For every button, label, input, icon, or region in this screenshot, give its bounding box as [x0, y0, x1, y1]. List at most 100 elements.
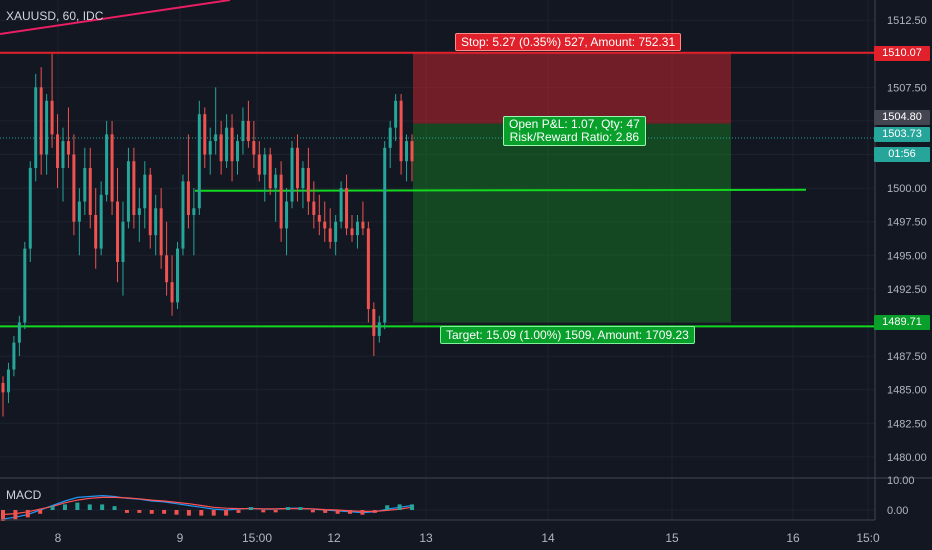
candle-body	[61, 141, 65, 168]
macd-histogram-bar	[13, 510, 18, 520]
macd-histogram-bar	[25, 510, 30, 518]
candle-body	[252, 141, 256, 155]
candle-body	[246, 120, 250, 142]
candle-body	[355, 221, 359, 236]
macd-histogram-bar	[397, 504, 402, 510]
open-pl-box[interactable]: Open P&L: 1.07, Qty: 47 Risk/Reward Rati…	[503, 116, 646, 146]
macd-histogram-bar	[372, 510, 377, 513]
macd-histogram-bar	[385, 505, 390, 510]
macd-histogram-bar	[310, 510, 315, 513]
macd-histogram-bar	[162, 510, 167, 514]
candle-body	[383, 147, 387, 323]
macd-histogram-bar	[50, 506, 55, 510]
candle-body	[39, 87, 43, 155]
current-price-tag: 1503.73	[874, 127, 930, 142]
candle-body	[257, 154, 261, 175]
candle-body	[6, 369, 10, 393]
position-zones	[413, 52, 731, 323]
risk-reward-text: Risk/Reward Ratio: 2.86	[509, 130, 640, 144]
target-zone	[413, 123, 731, 323]
target-label[interactable]: Target: 15.09 (1.00%) 1509, Amount: 1709…	[440, 326, 695, 344]
y-tick-label: 1485.00	[887, 385, 927, 397]
x-tick-label: 15	[665, 531, 679, 545]
candle-body	[208, 141, 212, 155]
candle-body	[263, 154, 267, 175]
candle-body	[203, 114, 207, 155]
candle-body	[350, 228, 354, 236]
candle-body	[285, 201, 289, 229]
macd-histogram-bar	[186, 510, 191, 516]
y-tick-label: 1480.00	[887, 452, 927, 464]
macd-histogram-bar	[248, 507, 253, 510]
candle-body	[334, 221, 338, 242]
x-tick-label: 13	[419, 531, 433, 545]
candle-body	[279, 174, 283, 229]
candle-body	[219, 134, 223, 162]
candle-body	[405, 141, 409, 162]
macd-histogram-bar	[112, 506, 117, 510]
trend-line	[0, 0, 231, 35]
candle-body	[45, 100, 49, 155]
candle-body	[94, 214, 98, 249]
candle-body	[181, 181, 185, 249]
macd-histogram-bar	[1, 510, 5, 521]
candle-body	[28, 167, 32, 249]
symbol-title: XAUUSD, 60, IDC	[6, 9, 104, 23]
stop-label[interactable]: Stop: 5.27 (0.35%) 527, Amount: 752.31	[455, 33, 682, 51]
candle-body	[317, 214, 321, 222]
macd-histogram-bar	[211, 510, 216, 516]
candle-body	[388, 127, 392, 148]
candle-body	[132, 161, 136, 215]
candle-body	[159, 208, 163, 256]
macd-histogram-bar	[360, 510, 365, 515]
macd-histogram-bar	[224, 510, 229, 516]
macd-histogram-bar	[286, 507, 291, 510]
candle-body	[345, 188, 349, 229]
candle-body	[66, 141, 70, 155]
y-tick-label: 1492.50	[887, 284, 927, 296]
macd-histogram-bar	[100, 504, 105, 510]
candle-body	[399, 100, 403, 162]
candle-body	[50, 100, 54, 135]
y-tick-label: 1497.50	[887, 217, 927, 229]
horizontal-levels	[0, 0, 875, 328]
candle-body	[268, 154, 272, 189]
candle-body	[176, 248, 180, 303]
y-tick-label: 1482.50	[887, 418, 927, 430]
y-tick-label: 1512.50	[887, 15, 927, 27]
candles	[1, 53, 414, 417]
candle-body	[312, 201, 316, 215]
candle-body	[366, 228, 370, 310]
candle-body	[410, 141, 414, 162]
candle-body	[377, 322, 381, 336]
candle-body	[126, 161, 130, 222]
y-tick-label: 1487.50	[887, 351, 927, 363]
macd-pane	[0, 494, 875, 521]
candle-body	[23, 248, 27, 323]
candle-body	[116, 201, 120, 263]
open-pl-text: Open P&L: 1.07, Qty: 47	[509, 117, 640, 131]
macd-histogram-bar	[261, 510, 266, 513]
x-tick-label: 15:00	[242, 531, 272, 545]
candle-body	[230, 127, 234, 162]
candle-body	[17, 322, 21, 343]
candle-body	[165, 255, 169, 283]
candle-body	[99, 194, 103, 249]
macd-tick-label: 0.00	[887, 505, 908, 517]
macd-histogram-bar	[124, 510, 129, 513]
candle-body	[339, 188, 343, 222]
x-tick-label: 8	[55, 531, 62, 545]
candle-body	[274, 174, 278, 189]
candle-body	[197, 114, 201, 209]
candle-body	[1, 382, 5, 393]
x-tick-label: 16	[786, 531, 800, 545]
candle-body	[295, 147, 299, 189]
macd-label: MACD	[6, 488, 42, 502]
candle-body	[137, 208, 141, 215]
candle-body	[323, 221, 327, 229]
candle-body	[34, 87, 38, 168]
macd-histogram-bar	[348, 510, 353, 514]
candle-body	[56, 134, 60, 168]
